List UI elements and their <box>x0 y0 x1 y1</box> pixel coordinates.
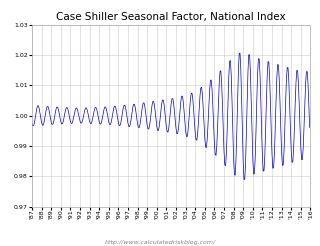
Text: http://www.calculatedriskblog.com/: http://www.calculatedriskblog.com/ <box>104 240 216 245</box>
Title: Case Shiller Seasonal Factor, National Index: Case Shiller Seasonal Factor, National I… <box>56 13 286 22</box>
